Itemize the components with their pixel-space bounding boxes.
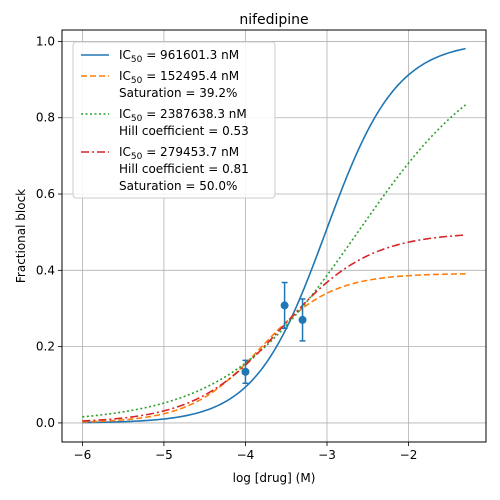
y-tick-label: 0.6 xyxy=(36,187,55,201)
legend-label: Hill coefficient = 0.81 xyxy=(119,162,249,176)
curves xyxy=(82,47,467,424)
x-axis-label: log [drug] (M) xyxy=(233,471,316,485)
legend-label: Saturation = 39.2% xyxy=(119,86,237,100)
chart-title: nifedipine xyxy=(239,12,308,28)
legend-entry-1: IC50 = 961601.3 nM xyxy=(81,48,239,65)
x-tick-label: −3 xyxy=(318,448,336,462)
legend-box xyxy=(72,41,276,199)
series-line-2 xyxy=(82,273,466,423)
legend-label: IC50 = 2387638.3 nM xyxy=(119,107,247,124)
data-point xyxy=(298,315,307,324)
series-line-3 xyxy=(82,104,467,418)
x-tick-label: −6 xyxy=(74,448,92,462)
x-tick-label: −2 xyxy=(400,448,418,462)
legend-label: Saturation = 50.0% xyxy=(119,179,237,193)
data-point xyxy=(241,367,250,376)
ticks: −6 −5 −4 −3 −2 0.0 0.2 0.4 0.6 0.8 1.0 xyxy=(36,34,417,462)
x-tick-label: −4 xyxy=(237,448,255,462)
data-point xyxy=(280,301,289,310)
series-line-4 xyxy=(82,234,466,422)
y-tick-label: 1.0 xyxy=(36,34,55,48)
legend-label: IC50 = 152495.4 nM xyxy=(119,69,239,86)
y-axis-label: Fractional block xyxy=(14,189,28,283)
x-tick-label: −5 xyxy=(155,448,173,462)
y-tick-label: 0.2 xyxy=(36,340,55,354)
legend-label: IC50 = 961601.3 nM xyxy=(119,48,239,65)
plot-frame xyxy=(61,29,487,443)
y-tick-label: 0.4 xyxy=(36,263,55,277)
legend-label: IC50 = 279453.7 nM xyxy=(119,145,239,162)
y-tick-label: 0.8 xyxy=(36,111,55,125)
series-line-1 xyxy=(82,47,466,424)
y-tick-label: 0.0 xyxy=(36,416,55,430)
legend-label: Hill coefficient = 0.53 xyxy=(119,124,249,138)
data-points xyxy=(241,281,307,385)
